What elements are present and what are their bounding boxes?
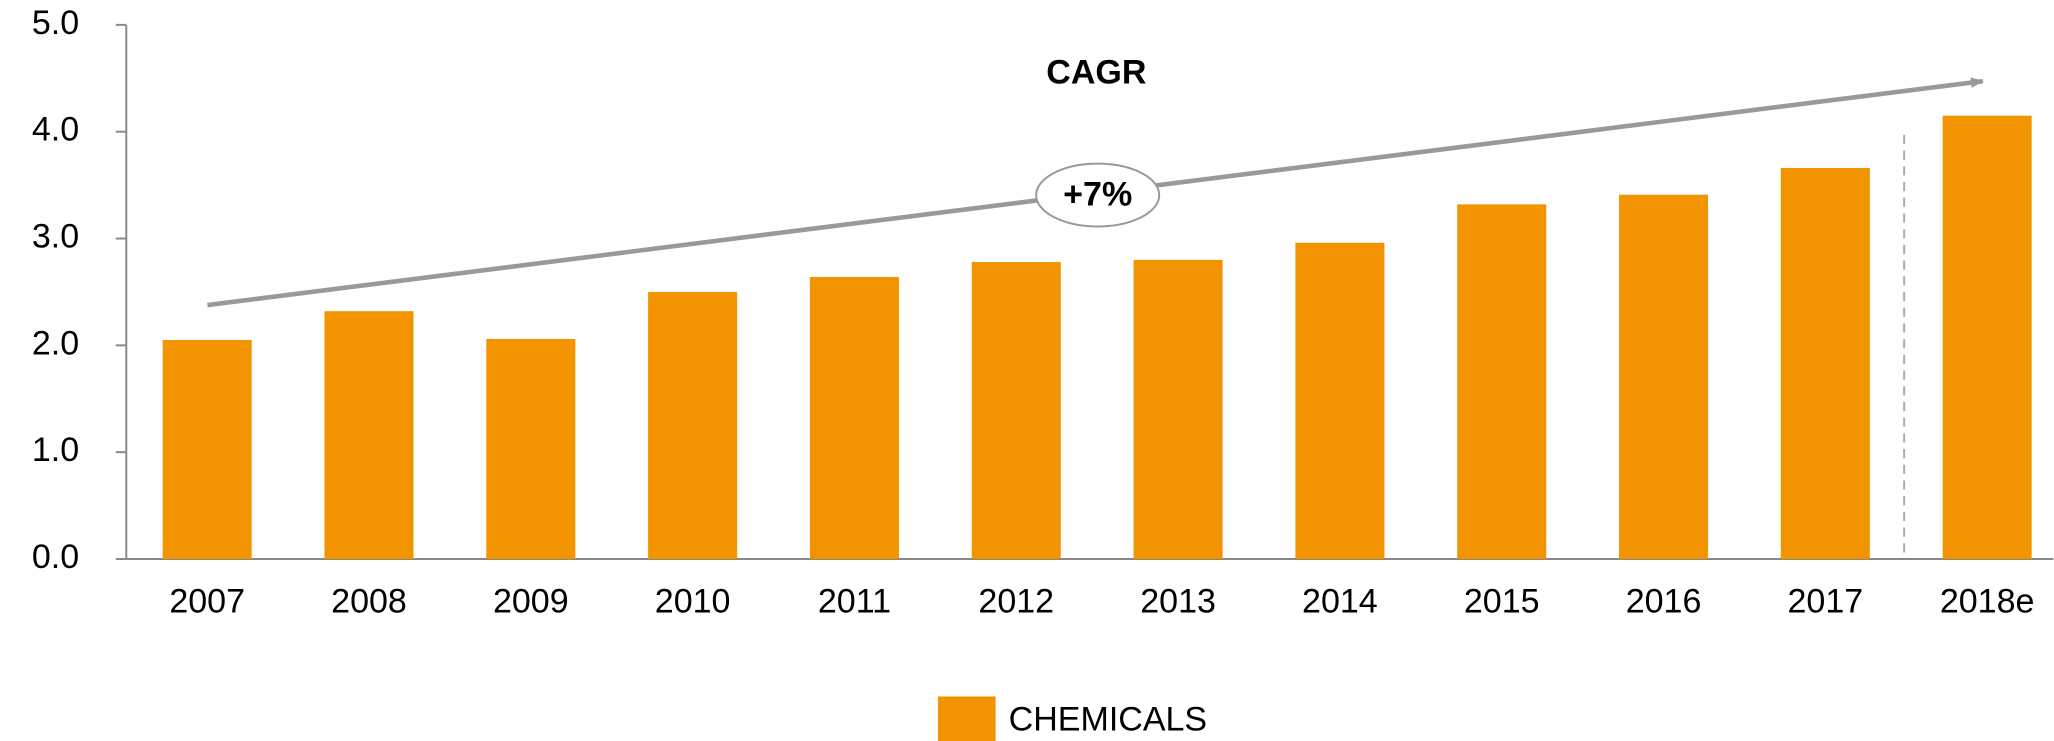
x-tick-label: 2010 xyxy=(655,583,731,621)
bar xyxy=(324,311,414,560)
y-tick-label: 3.0 xyxy=(32,218,79,256)
legend-swatch xyxy=(937,696,996,741)
bar xyxy=(486,338,576,560)
y-tick-label: 1.0 xyxy=(32,431,79,469)
cagr-title: CAGR xyxy=(1046,54,1146,92)
x-tick-label: 2012 xyxy=(978,583,1054,621)
bar xyxy=(162,340,252,560)
cagr-bubble xyxy=(1035,162,1161,228)
x-tick-label: 2007 xyxy=(169,583,245,621)
bar xyxy=(1942,115,2032,560)
x-tick-label: 2013 xyxy=(1140,583,1216,621)
bar xyxy=(809,276,899,560)
x-tick-label: 2014 xyxy=(1302,583,1378,621)
x-tick-label: 2009 xyxy=(493,583,569,621)
x-tick-label: 2017 xyxy=(1788,583,1864,621)
y-tick-label: 5.0 xyxy=(32,4,79,42)
y-tick-label: 0.0 xyxy=(32,538,79,576)
bar xyxy=(971,262,1061,560)
bar xyxy=(1619,194,1709,560)
x-tick-label: 2016 xyxy=(1626,583,1702,621)
cagr-value: +7% xyxy=(1063,175,1132,213)
bar xyxy=(1133,259,1223,560)
y-tick-label: 4.0 xyxy=(32,111,79,149)
bar xyxy=(1780,168,1870,560)
bar xyxy=(1457,204,1547,560)
x-tick-label: 2011 xyxy=(818,583,891,621)
x-tick-label: 2008 xyxy=(331,583,407,621)
legend-label: CHEMICALS xyxy=(1009,700,1207,738)
x-tick-label: 2018e xyxy=(1940,583,2035,621)
bar xyxy=(648,291,738,560)
x-tick-label: 2015 xyxy=(1464,583,1540,621)
bar xyxy=(1295,242,1385,560)
y-tick-label: 2.0 xyxy=(32,324,79,362)
